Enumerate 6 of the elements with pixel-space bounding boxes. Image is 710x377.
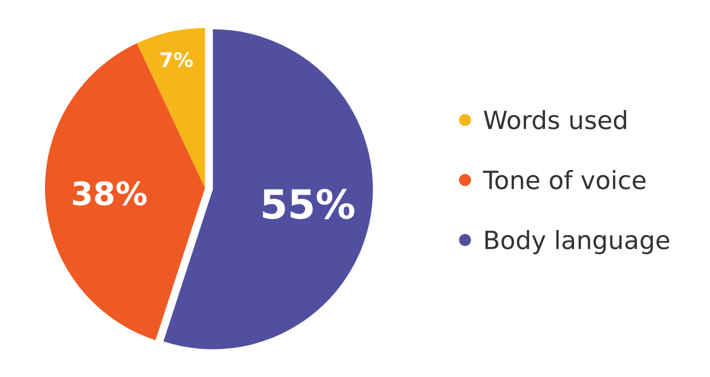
data-label: 55% bbox=[260, 182, 356, 228]
data-label: 7% bbox=[159, 48, 194, 72]
legend-label: Body language bbox=[483, 226, 670, 255]
legend-label: Tone of voice bbox=[482, 166, 647, 195]
data-label: 38% bbox=[70, 175, 148, 214]
legend-label: Words used bbox=[483, 106, 628, 135]
